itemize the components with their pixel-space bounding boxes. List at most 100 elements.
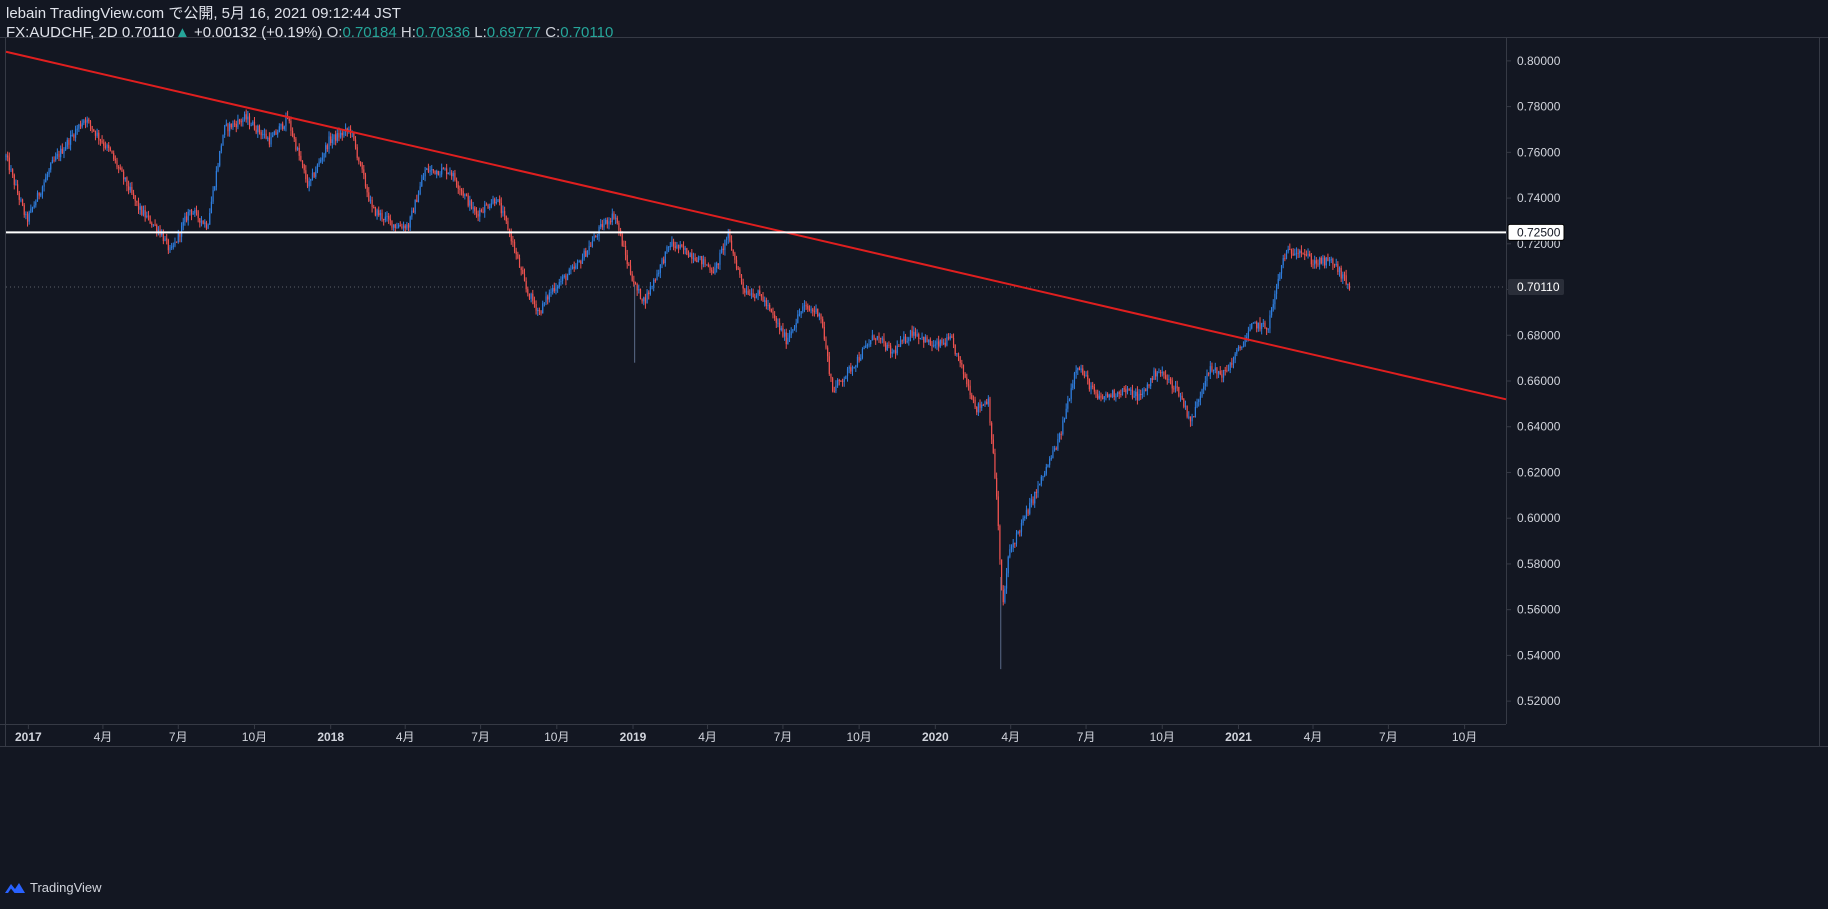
candle-body (1328, 260, 1331, 262)
candle-body (1130, 389, 1132, 391)
candle-body (769, 304, 771, 309)
candle-body (790, 331, 792, 336)
candle-body (137, 202, 140, 210)
candle-body (931, 345, 933, 347)
candle-body (217, 165, 219, 171)
candle-body (341, 132, 343, 136)
candle-body (1072, 384, 1074, 389)
candle-body (672, 241, 675, 247)
chart-header: lebain TradingView.com で公開, 5月 16, 2021 … (6, 4, 613, 42)
candle-body (820, 314, 822, 320)
candle-body (984, 401, 986, 405)
candle-body (1312, 264, 1314, 266)
price-axis[interactable]: 0.52000 0.54000 0.56000 0.58000 0.60000 0.620… (1506, 54, 1565, 708)
candle-body (21, 199, 24, 206)
candle-body (1269, 315, 1271, 329)
candle-body (783, 332, 786, 337)
candle-body (399, 225, 401, 227)
time-axis[interactable]: 2017 4月 7月 10月 2018 4月 7月 10月 2019 4月 7月 10月 2020 4月 7… (15, 724, 1477, 744)
candle-body (936, 341, 938, 345)
candle-body (1141, 393, 1143, 396)
candle-body (46, 174, 49, 178)
candle-body (805, 305, 807, 307)
candle-body (310, 178, 312, 182)
candle-body (104, 145, 106, 148)
candle-body (550, 291, 552, 293)
candle-body (419, 186, 421, 195)
candle-body (870, 340, 872, 345)
candle-body (686, 248, 688, 255)
candle-body (724, 239, 726, 251)
candle-body (127, 186, 130, 191)
candle-body (1189, 416, 1192, 422)
candle-body (785, 332, 787, 345)
candle-body (1285, 251, 1288, 259)
candle-body (606, 219, 608, 225)
candle-body (742, 282, 744, 289)
candle-body (613, 213, 615, 219)
time-tick-label: 7月 (774, 730, 793, 744)
candle-body (500, 203, 502, 214)
candle-body (580, 261, 582, 264)
candle-body (618, 222, 620, 231)
price-tick-label: 0.80000 (1517, 54, 1561, 68)
candle-body (33, 205, 35, 208)
candle-body (1241, 346, 1243, 348)
candle-body (1168, 378, 1170, 380)
candle-body (653, 279, 655, 286)
candle-body (701, 256, 703, 265)
candle-body (157, 229, 160, 233)
candle-body (1171, 380, 1173, 389)
candle-body (855, 365, 857, 368)
candle-body (525, 280, 527, 290)
candle-body (432, 169, 434, 171)
footer[interactable]: TradingView (4, 880, 102, 895)
candle-body (45, 177, 47, 183)
candle-body (1201, 389, 1203, 397)
candle-body (951, 336, 953, 338)
candle-body (431, 169, 433, 171)
candle-body (474, 207, 476, 212)
candle-body (240, 121, 242, 123)
candle-body (222, 134, 224, 146)
candle-body (257, 125, 259, 133)
candle-body (81, 123, 83, 127)
candle-body (192, 213, 194, 215)
candle-body (687, 254, 690, 258)
candle-body (1244, 339, 1246, 347)
candle-body (740, 274, 743, 283)
candle-body (464, 194, 466, 196)
time-tick-label: 2019 (620, 730, 647, 744)
candle-body (702, 259, 705, 265)
candle-body (237, 119, 239, 128)
candle-body (132, 193, 135, 196)
candle-body (262, 134, 264, 136)
candle-body (522, 269, 524, 274)
candle-body (65, 146, 67, 150)
candle-body (982, 404, 984, 406)
candle-body (1045, 466, 1047, 474)
candle-body (402, 225, 405, 229)
candle-body (166, 238, 168, 240)
candle-body (558, 282, 560, 287)
candle-body (636, 284, 638, 291)
candle-body (321, 157, 323, 160)
candle-body (1290, 249, 1293, 254)
candle-body (557, 286, 559, 289)
candle-body (573, 266, 575, 269)
candle-body (91, 125, 93, 130)
candle-body (669, 246, 671, 248)
candle-body (119, 167, 121, 169)
candle-body (538, 310, 541, 312)
candle-body (1343, 274, 1346, 276)
candle-body (914, 331, 917, 336)
candle-body (202, 220, 204, 224)
candle-body (911, 330, 913, 336)
candle-body (1015, 533, 1018, 544)
candle-body (427, 168, 430, 173)
candle-body (1297, 252, 1299, 254)
candle-body (1320, 257, 1322, 264)
candle-body (1247, 331, 1250, 337)
candle-body (1131, 389, 1134, 398)
